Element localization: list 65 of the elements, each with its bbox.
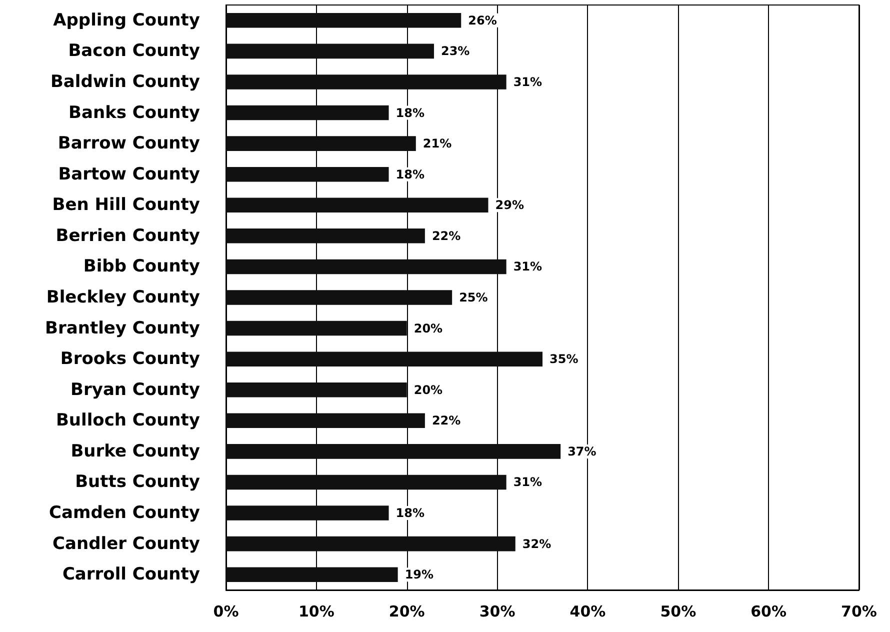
data-label: 31% (513, 74, 542, 89)
y-tick-label: Brooks County (60, 349, 200, 370)
bar (226, 536, 516, 552)
y-tick-label: Barrow County (58, 134, 200, 154)
y-tick-label: Carroll County (62, 564, 200, 585)
y-tick-label: Appling County (53, 10, 200, 30)
y-tick-label: Bartow County (58, 164, 200, 184)
data-label: 23% (440, 44, 470, 58)
data-label: 18% (396, 506, 425, 520)
bar (226, 13, 462, 28)
y-tick-label: Ben Hill County (52, 195, 200, 216)
x-tick-label: 0% (213, 602, 239, 620)
bar (226, 105, 389, 120)
y-tick-label: Bleckley County (46, 288, 200, 308)
y-tick-label: Butts County (75, 472, 200, 492)
data-label: 20% (414, 321, 443, 336)
y-tick-label: Berrien County (56, 226, 200, 246)
y-tick-label: Bryan County (70, 380, 200, 400)
data-label: 18% (396, 106, 425, 120)
bar (226, 228, 425, 244)
bar (226, 382, 407, 398)
bar (226, 74, 506, 90)
x-tick-label: 60% (750, 602, 787, 620)
data-label: 18% (396, 167, 425, 182)
bar (226, 198, 488, 213)
bar (226, 506, 389, 520)
bar (226, 320, 407, 336)
data-label: 26% (468, 13, 497, 28)
data-label: 22% (432, 228, 461, 243)
data-label: 19% (404, 568, 434, 582)
x-tick-label: 50% (660, 602, 696, 620)
y-tick-label: Bibb County (83, 256, 200, 277)
bar (226, 290, 452, 305)
y-tick-label: Bulloch County (56, 410, 200, 431)
data-label: 31% (513, 475, 542, 490)
y-tick-label: Banks County (68, 102, 200, 123)
bar (226, 259, 506, 274)
data-label: 32% (522, 536, 552, 551)
x-tick-label: 70% (841, 602, 877, 620)
bar (226, 352, 542, 366)
data-label: 31% (513, 260, 542, 274)
data-label: 29% (495, 198, 524, 212)
bar (226, 444, 561, 459)
y-tick-label: Baldwin County (50, 72, 200, 92)
data-label: 25% (459, 290, 488, 304)
y-tick-label: Candler County (52, 534, 200, 554)
x-tick-label: 30% (479, 602, 516, 620)
x-tick-label: 10% (298, 602, 334, 620)
data-label: 20% (414, 382, 443, 397)
data-label: 22% (432, 414, 461, 428)
y-tick-label: Camden County (49, 503, 200, 524)
data-label: 37% (568, 444, 596, 458)
bar (226, 136, 416, 151)
bar (226, 166, 389, 182)
x-tick-label: 20% (388, 602, 425, 620)
data-label: 21% (422, 136, 452, 151)
bar (226, 567, 398, 582)
x-tick-label: 40% (570, 602, 606, 620)
y-tick-label: Brantley County (45, 318, 200, 338)
y-tick-label: Bacon County (68, 41, 200, 62)
bar (226, 413, 425, 428)
bar (226, 474, 506, 490)
y-tick-label: Burke County (70, 441, 200, 462)
bar (226, 44, 434, 59)
data-label: 35% (550, 352, 578, 366)
